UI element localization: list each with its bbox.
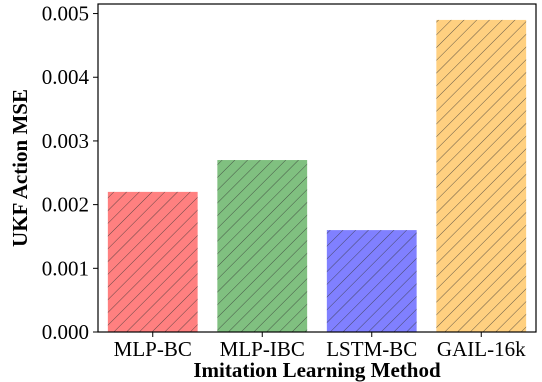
x-tick-label: MLP-BC xyxy=(114,337,192,361)
y-axis-ticks: 0.000 0.001 0.002 0.003 0.004 0.005 xyxy=(42,2,98,344)
y-tick-label: 0.001 xyxy=(42,256,89,280)
y-axis-label: UKF Action MSE xyxy=(8,89,32,247)
bar-hatch-gail-16k xyxy=(436,19,527,332)
y-tick-label: 0.002 xyxy=(42,193,89,217)
y-tick-label: 0.000 xyxy=(42,320,89,344)
x-tick-label: GAIL-16k xyxy=(437,337,526,361)
x-tick-label: LSTM-BC xyxy=(326,337,417,361)
x-tick-label: MLP-IBC xyxy=(220,337,305,361)
bars-group xyxy=(107,19,527,332)
bar-hatch-mlp-ibc xyxy=(217,160,308,332)
y-tick-label: 0.005 xyxy=(42,2,89,26)
x-axis-ticks: MLP-BC MLP-IBC LSTM-BC GAIL-16k xyxy=(114,332,526,361)
y-tick-label: 0.003 xyxy=(42,129,89,153)
plot-frame xyxy=(97,3,537,333)
bar-hatch-mlp-bc xyxy=(107,191,198,332)
y-tick-label: 0.004 xyxy=(42,65,90,89)
x-axis-label: Imitation Learning Method xyxy=(193,358,441,382)
bar-hatch-lstm-bc xyxy=(326,230,417,332)
